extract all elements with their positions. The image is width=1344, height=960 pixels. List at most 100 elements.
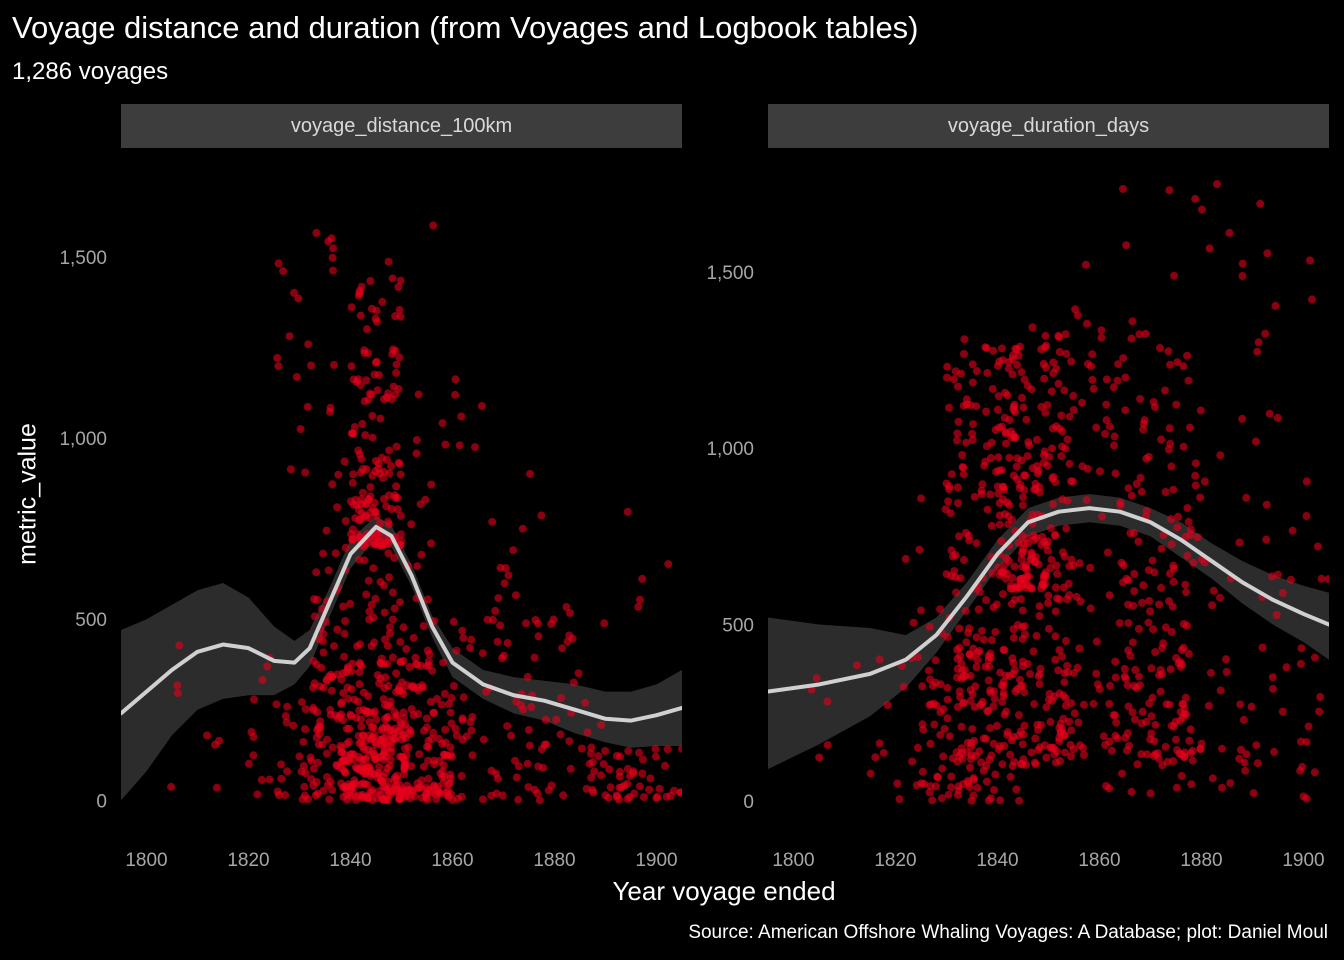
data-point <box>1071 305 1080 314</box>
data-point <box>329 244 338 253</box>
data-point <box>1115 619 1124 628</box>
data-point <box>438 419 447 428</box>
data-point <box>459 693 468 702</box>
y-axis-label: metric_value <box>13 423 42 565</box>
data-point <box>376 776 385 785</box>
data-point <box>960 665 969 674</box>
data-point <box>1031 734 1040 743</box>
data-point <box>424 786 432 795</box>
data-point <box>1113 734 1122 743</box>
data-point <box>866 769 875 778</box>
data-point <box>1102 782 1111 790</box>
data-point <box>1109 711 1118 720</box>
data-point <box>388 653 397 662</box>
data-point <box>299 738 308 746</box>
data-point <box>379 782 388 791</box>
data-point <box>319 683 328 692</box>
data-point <box>1047 555 1056 564</box>
data-point <box>357 454 366 463</box>
data-point <box>1131 665 1140 674</box>
data-point <box>1106 681 1115 690</box>
data-point <box>309 703 318 712</box>
data-point <box>1027 385 1036 394</box>
data-point <box>1043 461 1052 470</box>
data-point <box>635 782 644 791</box>
data-point <box>1061 694 1070 703</box>
data-point <box>597 721 605 729</box>
data-point <box>1040 741 1049 750</box>
data-point <box>1035 612 1044 620</box>
data-point <box>1204 701 1213 710</box>
data-point <box>926 739 935 748</box>
data-point <box>1025 441 1034 450</box>
data-point <box>446 743 455 752</box>
data-point <box>945 732 954 741</box>
data-point <box>1060 386 1069 395</box>
data-point <box>979 635 988 644</box>
data-point <box>990 694 999 703</box>
data-point <box>1107 746 1116 755</box>
data-point <box>1063 661 1072 670</box>
data-point <box>405 794 414 803</box>
data-point <box>1310 653 1319 662</box>
data-point <box>310 612 319 621</box>
data-point <box>383 641 392 650</box>
data-point <box>1226 779 1235 788</box>
data-point <box>1039 359 1048 368</box>
data-point <box>341 543 350 552</box>
data-point <box>1005 501 1014 509</box>
data-point <box>452 646 461 655</box>
data-point <box>947 470 956 479</box>
y-tick-label: 0 <box>96 791 107 812</box>
data-point <box>250 695 258 704</box>
data-point <box>374 371 383 379</box>
data-point <box>443 751 452 760</box>
data-point <box>349 429 358 438</box>
data-point <box>1013 454 1022 463</box>
data-point <box>1308 295 1316 304</box>
data-point <box>1061 330 1070 339</box>
data-point <box>1206 668 1215 677</box>
data-point <box>1044 695 1053 704</box>
data-point <box>954 786 963 795</box>
data-point <box>1005 556 1013 565</box>
data-point <box>1018 606 1027 615</box>
data-point <box>1218 744 1226 753</box>
data-point <box>537 745 546 754</box>
data-point <box>1165 424 1174 433</box>
y-tick-label: 1,000 <box>706 439 754 460</box>
data-point <box>1008 516 1016 524</box>
data-point <box>1167 462 1176 471</box>
data-point <box>960 698 968 707</box>
data-point <box>413 660 421 669</box>
data-point <box>1020 721 1029 730</box>
data-point <box>1235 754 1244 763</box>
data-point <box>369 613 378 622</box>
data-point <box>326 777 335 786</box>
data-point <box>432 795 441 804</box>
data-point <box>600 619 609 628</box>
data-point <box>928 681 937 690</box>
data-point <box>357 495 366 504</box>
data-point <box>1141 329 1150 338</box>
data-point <box>1184 517 1193 526</box>
data-point <box>1023 452 1032 461</box>
data-point <box>477 402 486 410</box>
data-point <box>273 354 282 362</box>
data-point <box>1029 647 1038 656</box>
data-point <box>445 700 453 708</box>
data-point <box>316 717 325 726</box>
data-point <box>1040 374 1049 383</box>
data-point <box>1018 657 1027 666</box>
data-point <box>1177 646 1186 654</box>
data-point <box>446 708 455 717</box>
facet-strip-duration: voyage_duration_days <box>768 104 1329 148</box>
data-point <box>355 555 364 564</box>
data-point <box>959 780 968 789</box>
data-point <box>1017 555 1026 564</box>
data-point <box>577 744 586 753</box>
data-point <box>458 626 467 635</box>
data-point <box>1167 515 1176 523</box>
data-point <box>467 635 476 644</box>
data-point <box>950 375 958 384</box>
